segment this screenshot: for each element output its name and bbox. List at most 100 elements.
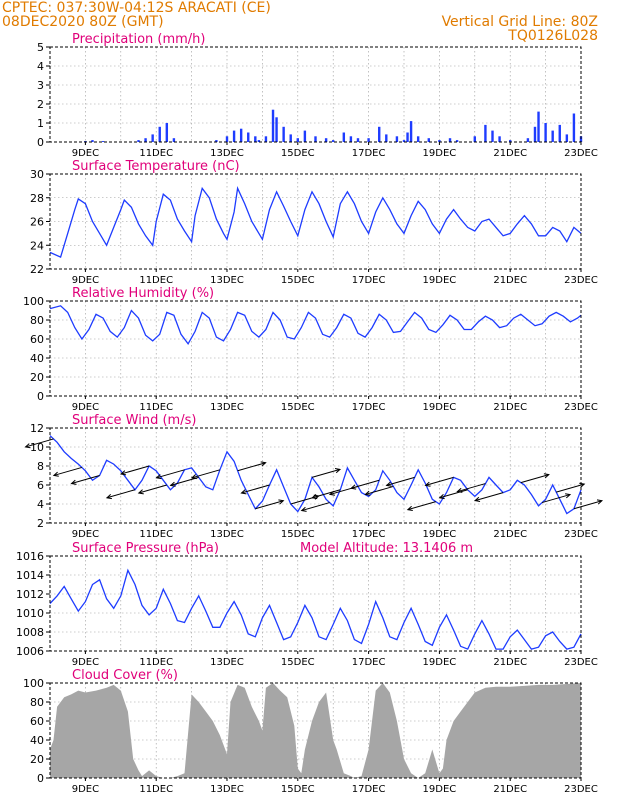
precip-bar <box>342 132 346 142</box>
precip-bar <box>427 138 430 142</box>
y-tick-label: 60 <box>30 715 44 728</box>
panel-frame <box>49 173 582 270</box>
y-tick-label: 80 <box>30 314 44 327</box>
x-tick-label: 11DEC <box>139 148 173 159</box>
wind-vector-head <box>438 494 445 500</box>
precip-bar <box>579 136 583 142</box>
precip-bar <box>101 141 105 142</box>
precip-bar <box>275 117 278 142</box>
wind-vector <box>120 465 150 475</box>
panel-title: Surface Pressure (hPa) <box>72 541 219 556</box>
y-tick-label: 28 <box>30 192 44 205</box>
x-tick-label: 23DEC <box>564 784 598 795</box>
wind-vector-head <box>278 499 285 505</box>
x-tick-label: 15DEC <box>281 275 315 286</box>
precip-bar <box>264 136 268 142</box>
precip-bar <box>91 140 94 142</box>
precip-bar <box>409 121 413 142</box>
y-tick-label: 0 <box>37 772 44 785</box>
wind-vector-head <box>311 494 318 500</box>
y-tick-label: 20 <box>30 371 44 384</box>
y-tick-label: 40 <box>30 352 44 365</box>
precip-bar <box>526 138 530 142</box>
precip-bar <box>537 111 540 142</box>
wind-vector-head <box>424 481 431 487</box>
precip-bar <box>349 136 353 142</box>
x-tick-label: 17DEC <box>352 529 386 540</box>
precip-bar <box>137 140 140 142</box>
wind-vector <box>301 502 330 512</box>
wind-vector-head <box>105 494 112 500</box>
x-tick-label: 19DEC <box>423 529 457 540</box>
wind-vector <box>407 501 436 511</box>
wind-vector-head <box>565 493 572 499</box>
y-tick-label: 12 <box>30 422 44 435</box>
precip-bar <box>385 134 388 142</box>
precip-bar <box>498 136 501 142</box>
panel-annotation: Model Altitude: 13.1406 m <box>300 541 473 556</box>
precip-bar <box>215 140 218 142</box>
x-tick-label: 11DEC <box>139 529 173 540</box>
precip-bar <box>544 123 547 142</box>
y-tick-label: 2 <box>37 517 44 530</box>
y-tick-label: 8 <box>37 460 44 473</box>
y-tick-label: 40 <box>30 734 44 747</box>
x-tick-label: 13DEC <box>210 657 244 668</box>
y-tick-label: 1016 <box>16 550 44 563</box>
x-tick-label: 15DEC <box>281 402 315 413</box>
wind-vector-head <box>155 474 162 480</box>
temp-line <box>49 186 582 258</box>
x-tick-label: 11DEC <box>139 657 173 668</box>
x-tick-label: 9DEC <box>72 275 99 286</box>
y-tick-label: 5 <box>37 41 44 54</box>
header-model-id: TQ0126L028 <box>508 28 598 44</box>
precip-bar <box>367 138 370 142</box>
x-tick-label: 21DEC <box>493 275 527 286</box>
panel-frame <box>49 682 582 779</box>
panel-title: Relative Humidity (%) <box>72 286 214 301</box>
wind-vector-head <box>120 470 127 476</box>
wind-vector-head <box>70 479 77 485</box>
precip-bar <box>395 136 399 142</box>
x-tick-label: 13DEC <box>210 784 244 795</box>
wind-vector-head <box>169 481 176 487</box>
wind-vector <box>365 485 394 495</box>
wind-vector <box>520 474 549 484</box>
precip-bar <box>165 123 169 142</box>
wind-vector <box>170 476 199 486</box>
x-tick-label: 15DEC <box>281 529 315 540</box>
y-tick-label: 0 <box>37 390 44 403</box>
x-tick-label: 13DEC <box>210 275 244 286</box>
y-tick-label: 22 <box>30 263 44 276</box>
wind-vector <box>241 484 270 494</box>
wind-vector-head <box>350 484 357 490</box>
wind-vector <box>106 489 136 499</box>
panel-title: Surface Temperature (nC) <box>72 159 240 174</box>
y-tick-label: 0 <box>37 136 44 149</box>
x-tick-label: 21DEC <box>493 784 527 795</box>
y-tick-label: 1006 <box>16 645 44 658</box>
x-tick-label: 15DEC <box>281 148 315 159</box>
x-tick-label: 23DEC <box>564 529 598 540</box>
wind-vector <box>25 438 54 448</box>
precip-bar <box>314 136 317 142</box>
x-tick-label: 23DEC <box>564 657 598 668</box>
x-tick-label: 9DEC <box>72 529 99 540</box>
x-tick-label: 9DEC <box>72 657 99 668</box>
panel-frame <box>49 427 582 524</box>
y-tick-label: 4 <box>37 498 44 511</box>
y-tick-label: 1012 <box>16 588 44 601</box>
x-tick-label: 15DEC <box>281 784 315 795</box>
x-tick-label: 23DEC <box>564 402 598 413</box>
x-tick-label: 23DEC <box>564 148 598 159</box>
x-tick-label: 19DEC <box>423 275 457 286</box>
wind-vector-head <box>364 490 371 496</box>
wind-vector <box>457 483 486 493</box>
precip-bar <box>271 109 275 142</box>
x-tick-label: 21DEC <box>493 529 527 540</box>
precip-bar <box>565 134 569 142</box>
wind-vector <box>541 494 571 504</box>
precip-bar <box>247 132 250 142</box>
precip-bar <box>356 138 360 142</box>
x-tick-label: 17DEC <box>352 402 386 413</box>
